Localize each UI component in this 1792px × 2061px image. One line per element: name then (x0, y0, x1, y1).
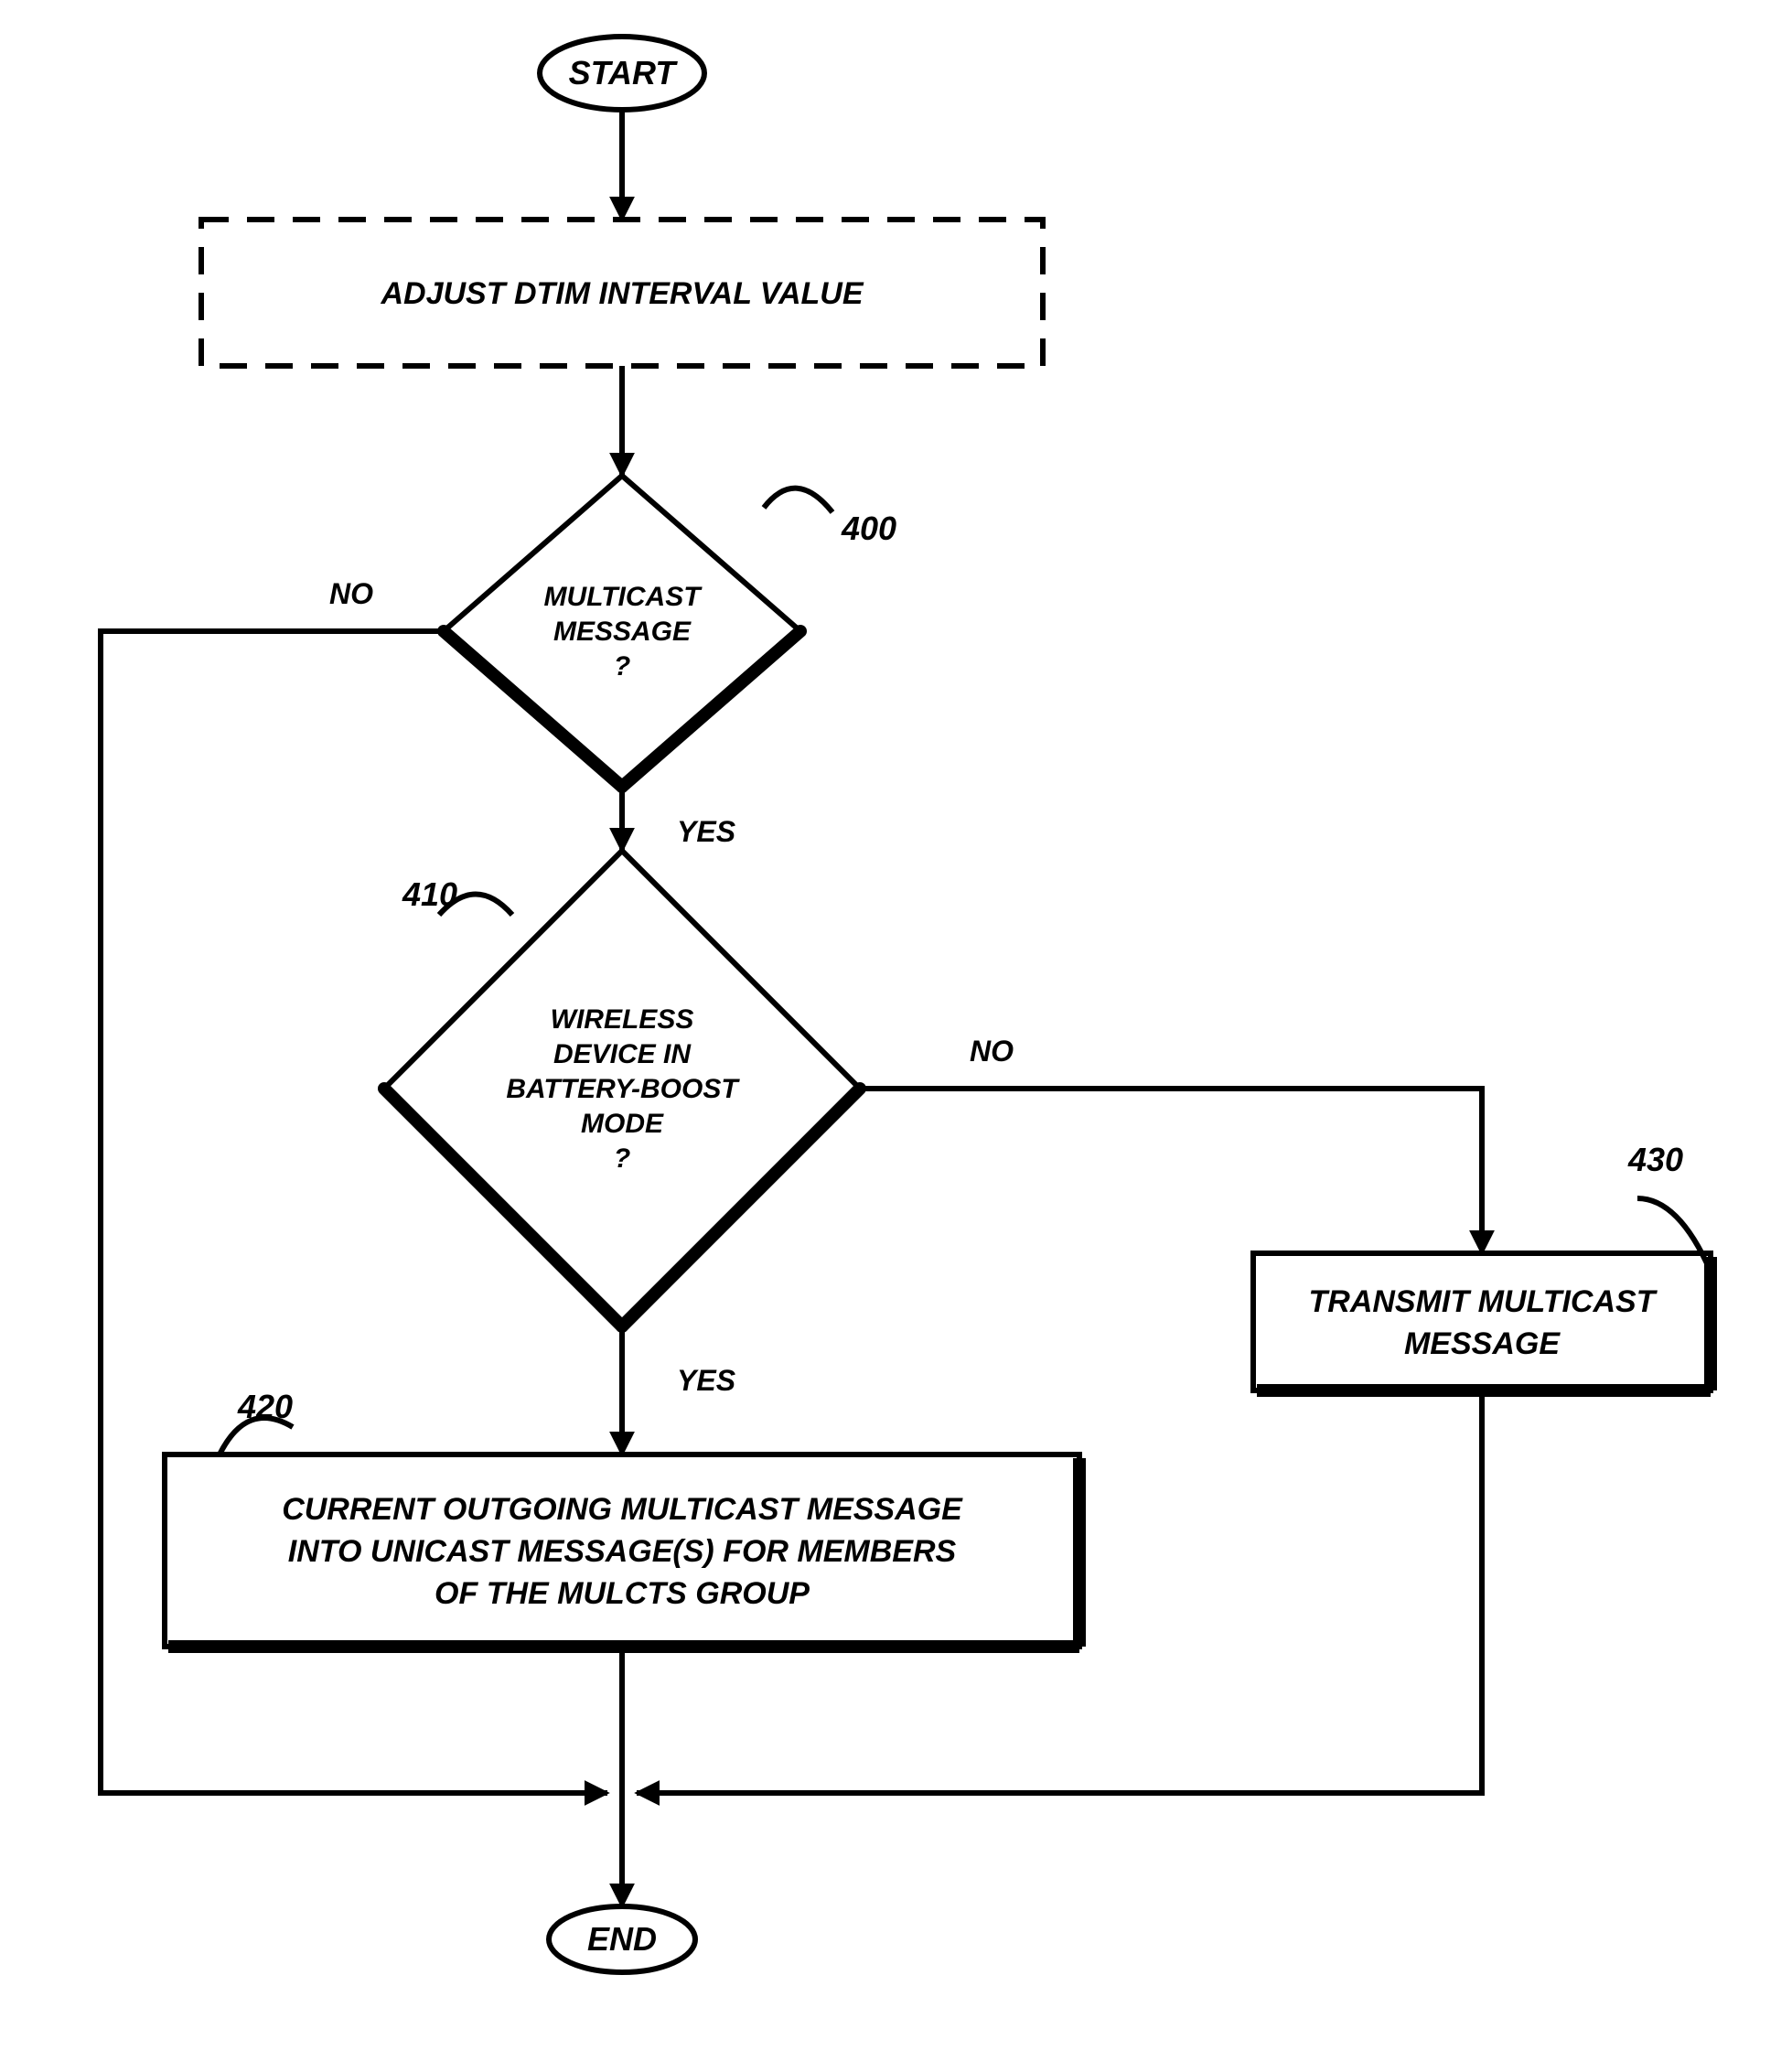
d400-line-0: MULTICAST (543, 582, 703, 612)
branch-label-d410_yes: YES (677, 1364, 736, 1397)
d410-line-4: ? (614, 1143, 630, 1174)
adjust-line-0: ADJUST DTIM INTERVAL VALUE (380, 276, 864, 311)
ref-curve-c400 (764, 488, 832, 512)
d400-line-1: MESSAGE (553, 617, 692, 647)
d410-line-2: BATTERY-BOOST (506, 1074, 740, 1104)
branch-label-d400_yes: YES (677, 815, 736, 848)
d410-line-0: WIRELESS (551, 1004, 694, 1035)
d410-line-1: DEVICE IN (553, 1039, 692, 1069)
p430-box (1253, 1253, 1711, 1390)
end-label: END (587, 1920, 657, 1958)
p420-line-1: INTO UNICAST MESSAGE(S) FOR MEMBERS (288, 1534, 957, 1569)
d410-line-3: MODE (581, 1109, 664, 1139)
edge-d410_no_to_p430 (860, 1089, 1482, 1253)
p420-line-0: CURRENT OUTGOING MULTICAST MESSAGE (282, 1492, 963, 1527)
start-label: START (569, 54, 679, 91)
ref-label-r410: 410 (402, 875, 457, 913)
d400-line-2: ? (614, 651, 630, 682)
branch-label-d400_no: NO (329, 577, 373, 610)
ref-label-r400: 400 (841, 510, 896, 547)
p430-line-0: TRANSMIT MULTICAST (1309, 1284, 1658, 1319)
ref-label-r420: 420 (237, 1388, 293, 1425)
p420-line-2: OF THE MULCTS GROUP (435, 1576, 810, 1611)
branch-label-d410_no: NO (970, 1035, 1014, 1068)
p430-line-1: MESSAGE (1404, 1326, 1561, 1361)
ref-label-r430: 430 (1627, 1141, 1683, 1178)
